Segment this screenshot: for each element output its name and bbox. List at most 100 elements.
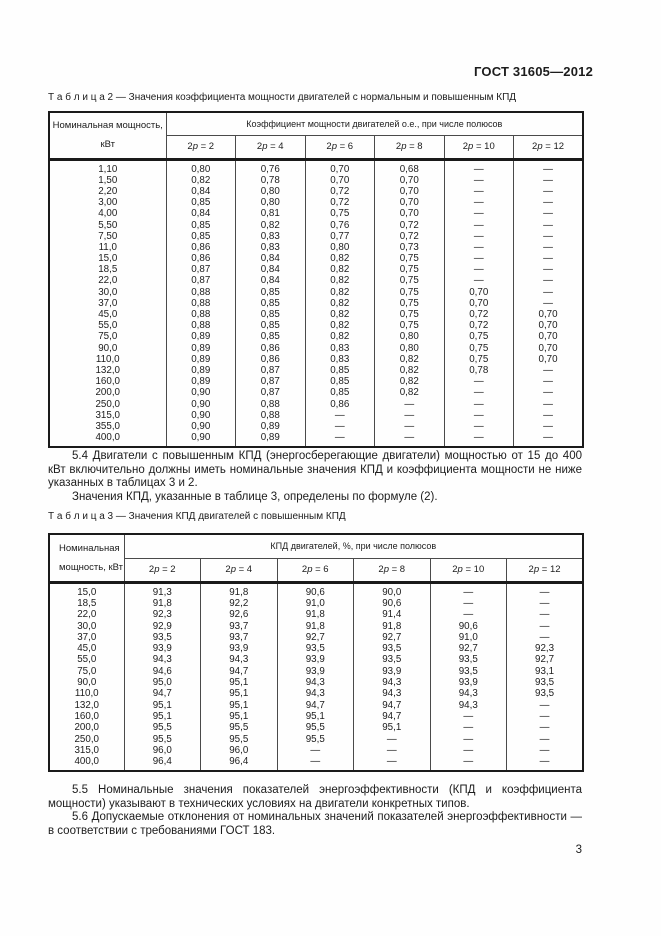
- table-row: 15,0 0,86 0,84 0,82 0,75— —: [48, 253, 584, 265]
- power-value-cell: 160,0: [48, 710, 125, 723]
- data-cell: 0,89: [165, 376, 236, 388]
- data-cell: —: [429, 755, 507, 772]
- power-value-cell: 160,0: [48, 376, 167, 388]
- data-cell: 92,9: [123, 620, 201, 632]
- power-value-cell: 1,50: [48, 174, 167, 186]
- data-cell: 94,6: [123, 665, 201, 677]
- power-value-cell: 90,0: [48, 676, 125, 689]
- data-cell: 0,90: [165, 432, 236, 448]
- data-cell: —: [506, 620, 584, 632]
- data-cell: —: [513, 286, 584, 298]
- table-row: 315,0 0,90 0,88— — — —: [48, 409, 584, 421]
- data-cell: 92,3: [506, 642, 584, 655]
- table-row: 75,0 94,6 94,7 93,9 93,9 93,5 93,1: [48, 665, 584, 677]
- table2-body: 1,10 0,80 0,76 0,70 0,68— —1,50 0,82 0,78 0,70 0,…: [48, 159, 584, 448]
- data-cell: 94,3: [276, 688, 354, 700]
- data-cell: 0,85: [165, 219, 236, 231]
- data-cell: 0,89: [235, 420, 306, 432]
- data-cell: 0,90: [165, 398, 236, 410]
- table-row: 55,0 94,3 94,3 93,9 93,5 93,5 92,7: [48, 654, 584, 666]
- data-cell: 96,4: [123, 755, 201, 772]
- data-cell: 0,89: [165, 364, 236, 377]
- data-cell: 0,70: [513, 308, 584, 321]
- data-cell: 91,0: [276, 597, 354, 610]
- table-row: 1,50 0,82 0,78 0,70 0,70— —: [48, 174, 584, 186]
- table-row: 22,0 0,87 0,84 0,82 0,75— —: [48, 275, 584, 287]
- data-cell: 93,5: [353, 654, 431, 666]
- power-value-cell: 15,0: [48, 582, 125, 598]
- power-value-cell: 22,0: [48, 275, 167, 287]
- data-cell: —: [513, 420, 584, 432]
- data-cell: 0,78: [235, 174, 306, 186]
- power-value-cell: 110,0: [48, 353, 167, 365]
- data-cell: —: [513, 398, 584, 410]
- table-row: 15,0 91,3 91,8 90,6 90,0— —: [48, 582, 584, 598]
- power-value-cell: 132,0: [48, 364, 167, 377]
- table-row: 90,0 95,0 95,1 94,3 94,3 93,9 93,5: [48, 676, 584, 689]
- data-cell: 92,7: [429, 642, 507, 655]
- data-cell: 0,75: [374, 297, 445, 309]
- data-cell: 94,7: [353, 710, 431, 723]
- data-cell: 92,7: [276, 631, 354, 643]
- data-cell: —: [443, 241, 514, 253]
- table-row: 2,20 0,84 0,80 0,72 0,70— —: [48, 185, 584, 198]
- table2-caption: Т а б л и ц а 2 — Значения коэффициента …: [48, 92, 517, 103]
- data-cell: —: [513, 275, 584, 287]
- table3-header: Номинальная мощность, кВт КПД двигателей…: [48, 534, 584, 582]
- data-cell: 0,82: [235, 219, 306, 231]
- data-cell: 0,80: [374, 342, 445, 354]
- table2-power-factor: Номинальная мощность, кВт Коэффициент мо…: [48, 111, 585, 449]
- data-cell: 93,5: [429, 654, 507, 666]
- power-value-cell: 37,0: [48, 631, 125, 643]
- data-cell: 0,80: [165, 159, 236, 175]
- table-row: 45,0 93,9 93,9 93,5 93,5 92,7 92,3: [48, 642, 584, 655]
- data-cell: 0,84: [235, 253, 306, 265]
- power-column-header-line2: кВт: [100, 139, 116, 151]
- data-cell: 93,5: [506, 676, 584, 689]
- data-cell: 95,1: [276, 710, 354, 723]
- data-cell: —: [513, 297, 584, 309]
- table-row: 110,0 0,89 0,86 0,83 0,82 0,75 0,70: [48, 353, 584, 365]
- power-value-cell: 400,0: [48, 755, 125, 772]
- data-cell: 93,9: [123, 642, 201, 655]
- power-value-cell: 90,0: [48, 342, 167, 354]
- data-cell: 0,88: [165, 320, 236, 332]
- data-cell: 93,7: [200, 631, 278, 643]
- data-cell: 0,82: [374, 376, 445, 388]
- data-cell: 95,5: [200, 733, 278, 745]
- data-cell: 0,82: [304, 286, 375, 298]
- data-cell: 91,0: [429, 631, 507, 643]
- data-cell: 0,82: [304, 275, 375, 287]
- data-cell: 0,87: [235, 364, 306, 377]
- data-cell: —: [443, 159, 514, 175]
- data-cell: 0,72: [443, 308, 514, 321]
- data-cell: —: [429, 710, 507, 723]
- data-cell: —: [513, 376, 584, 388]
- table-row: 3,00 0,85 0,80 0,72 0,70— —: [48, 197, 584, 209]
- data-cell: 0,72: [443, 320, 514, 332]
- data-cell: —: [429, 582, 507, 598]
- data-cell: 0,81: [235, 208, 306, 220]
- data-cell: 0,83: [304, 353, 375, 365]
- data-cell: —: [513, 409, 584, 421]
- data-cell: 0,80: [304, 241, 375, 253]
- data-cell: —: [506, 755, 584, 772]
- data-cell: 0,82: [304, 297, 375, 309]
- table-row: 75,0 0,89 0,85 0,82 0,80 0,75 0,70: [48, 331, 584, 343]
- data-cell: 0,70: [304, 159, 375, 175]
- data-cell: —: [443, 219, 514, 231]
- table-row: 132,0 0,89 0,87 0,85 0,82 0,78—: [48, 364, 584, 377]
- data-cell: —: [443, 409, 514, 421]
- data-cell: —: [276, 744, 354, 756]
- data-cell: —: [443, 420, 514, 432]
- data-cell: 0,70: [374, 208, 445, 220]
- data-cell: 0,85: [235, 320, 306, 332]
- power-value-cell: 355,0: [48, 420, 167, 432]
- data-cell: 94,3: [429, 688, 507, 700]
- table-row: 11,0 0,86 0,83 0,80 0,73— —: [48, 241, 584, 253]
- table-row: 22,0 92,3 92,6 91,8 91,4— —: [48, 609, 584, 621]
- data-cell: 0,85: [304, 376, 375, 388]
- data-cell: —: [513, 159, 584, 175]
- data-cell: 0,80: [235, 185, 306, 198]
- data-cell: 91,3: [123, 582, 201, 598]
